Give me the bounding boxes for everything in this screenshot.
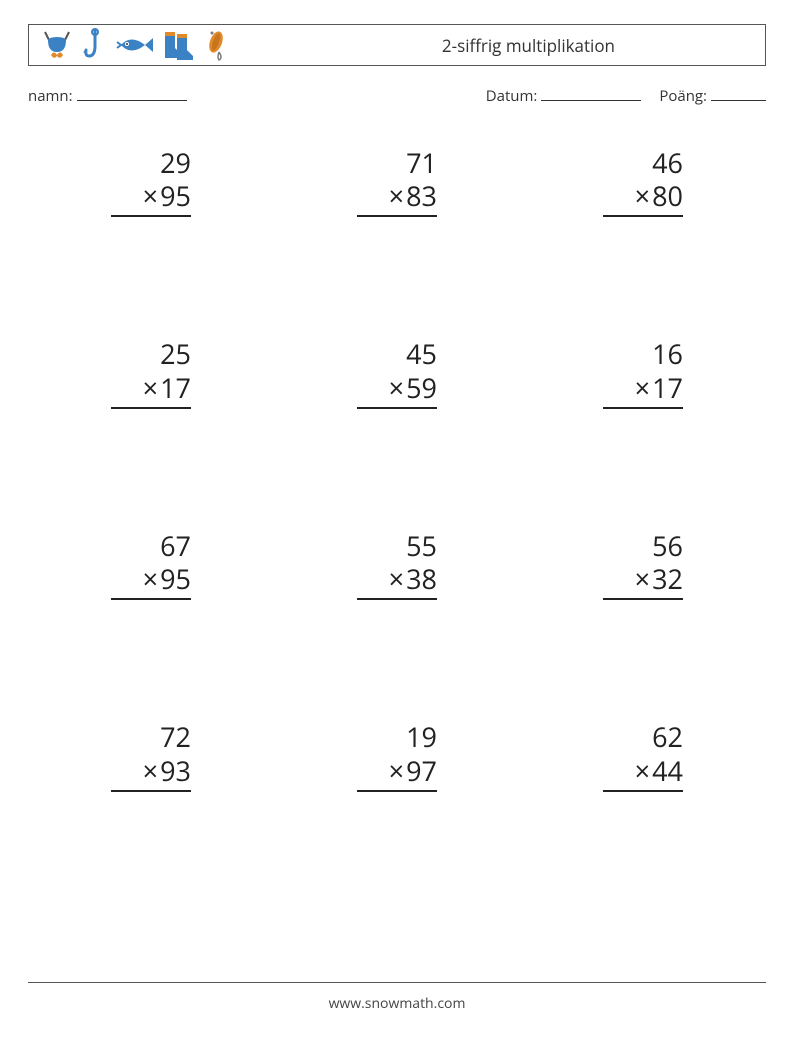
multiplier: 38 <box>406 560 437 597</box>
multiplier: 95 <box>160 177 191 214</box>
pot-icon <box>39 28 75 62</box>
lure-icon <box>201 28 231 62</box>
problem: 45 ×59 <box>304 337 490 409</box>
multiplier-line: ×17 <box>111 371 191 409</box>
operator: × <box>389 752 404 789</box>
multiplicand: 25 <box>111 337 191 371</box>
operator: × <box>389 560 404 597</box>
multiplier: 97 <box>406 752 437 789</box>
multiplicand: 67 <box>111 529 191 563</box>
header-box: 2-siffrig multiplikation <box>28 24 766 66</box>
multiplier: 17 <box>652 369 683 406</box>
multiplier-line: ×38 <box>357 562 437 600</box>
multiplier: 44 <box>652 752 683 789</box>
multiplier-line: ×44 <box>603 754 683 792</box>
date-label: Datum: <box>486 86 538 106</box>
operator: × <box>635 369 650 406</box>
problem: 19 ×97 <box>304 720 490 792</box>
header-icons <box>39 28 231 62</box>
multiplicand: 62 <box>603 720 683 754</box>
multiplicand: 29 <box>111 146 191 180</box>
multiplier: 83 <box>406 177 437 214</box>
operator: × <box>389 177 404 214</box>
score-blank[interactable] <box>711 84 766 101</box>
multiplicand: 55 <box>357 529 437 563</box>
meta-row: namn: Datum: Poäng: <box>28 84 766 106</box>
multiplier: 59 <box>406 369 437 406</box>
boots-icon <box>161 28 195 62</box>
problem: 25 ×17 <box>58 337 244 409</box>
multiplier: 80 <box>652 177 683 214</box>
multiplicand: 46 <box>603 146 683 180</box>
multiplicand: 56 <box>603 529 683 563</box>
multiplier-line: ×95 <box>111 562 191 600</box>
worksheet-page: 2-siffrig multiplikation namn: Datum: Po… <box>0 0 794 792</box>
multiplier: 95 <box>160 560 191 597</box>
multiplicand: 19 <box>357 720 437 754</box>
operator: × <box>143 369 158 406</box>
multiplier-line: ×97 <box>357 754 437 792</box>
problem: 62 ×44 <box>550 720 736 792</box>
worksheet-title: 2-siffrig multiplikation <box>442 34 615 57</box>
multiplier: 17 <box>160 369 191 406</box>
problem: 67 ×95 <box>58 529 244 601</box>
operator: × <box>635 177 650 214</box>
footer-url: www.snowmath.com <box>0 994 794 1013</box>
operator: × <box>143 560 158 597</box>
operator: × <box>143 752 158 789</box>
problem: 46 ×80 <box>550 146 736 218</box>
problem: 56 ×32 <box>550 529 736 601</box>
operator: × <box>389 369 404 406</box>
multiplier: 93 <box>160 752 191 789</box>
multiplier-line: ×17 <box>603 371 683 409</box>
score-label: Poäng: <box>659 86 707 106</box>
hook-icon <box>81 28 109 62</box>
multiplier: 32 <box>652 560 683 597</box>
problem: 71 ×83 <box>304 146 490 218</box>
operator: × <box>143 177 158 214</box>
multiplier-line: ×32 <box>603 562 683 600</box>
multiplier-line: ×93 <box>111 754 191 792</box>
multiplicand: 72 <box>111 720 191 754</box>
name-blank[interactable] <box>77 84 187 101</box>
footer-divider <box>28 982 766 983</box>
multiplicand: 45 <box>357 337 437 371</box>
problems-grid: 29 ×95 71 ×83 46 ×80 25 ×17 45 ×59 16 ×1… <box>28 136 766 792</box>
problem: 16 ×17 <box>550 337 736 409</box>
fish-icon <box>115 30 155 60</box>
operator: × <box>635 560 650 597</box>
multiplier-line: ×95 <box>111 179 191 217</box>
multiplier-line: ×59 <box>357 371 437 409</box>
name-label: namn: <box>28 86 73 106</box>
multiplicand: 71 <box>357 146 437 180</box>
multiplier-line: ×80 <box>603 179 683 217</box>
multiplier-line: ×83 <box>357 179 437 217</box>
problem: 72 ×93 <box>58 720 244 792</box>
problem: 55 ×38 <box>304 529 490 601</box>
problem: 29 ×95 <box>58 146 244 218</box>
date-blank[interactable] <box>541 84 641 101</box>
operator: × <box>635 752 650 789</box>
multiplicand: 16 <box>603 337 683 371</box>
